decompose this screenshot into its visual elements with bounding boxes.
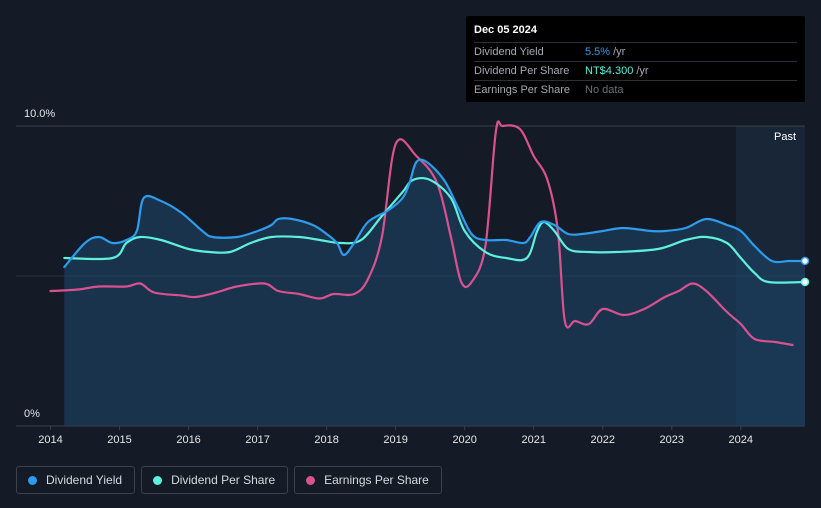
legend-label: Dividend Yield (46, 473, 123, 487)
dividend-yield-endpoint (800, 256, 810, 266)
tooltip-value: 5.5% (585, 46, 611, 58)
past-label: Past (774, 131, 797, 143)
legend-dot-icon (306, 475, 316, 485)
tooltip-label: Dividend Yield (474, 46, 544, 58)
x-tick-label: 2024 (729, 434, 753, 446)
legend-label: Dividend Per Share (171, 473, 276, 487)
x-tick-label: 2022 (591, 434, 615, 446)
legend-dividend-per-share[interactable]: Dividend Per Share (141, 466, 289, 494)
x-tick-label: 2017 (245, 434, 269, 446)
tooltip-value: No data (585, 84, 624, 96)
dividend-yield-area (64, 159, 806, 426)
tooltip-value: NT$4.300 (585, 65, 634, 77)
x-tick-label: 2021 (521, 434, 545, 446)
y-tick-label-top: 10.0% (24, 108, 56, 120)
legend-dot-icon (28, 475, 37, 485)
x-tick-label: 2015 (107, 434, 131, 446)
tooltip-unit: /yr (613, 46, 626, 58)
tooltip-row-earnings-per-share: Earnings Per Share No data (474, 80, 797, 99)
tooltip-row-dividend-yield: Dividend Yield 5.5% /yr (474, 42, 797, 61)
x-tick-label: 2018 (314, 434, 338, 446)
earnings-per-share-line (49, 120, 794, 347)
x-tick-label: 2016 (176, 434, 200, 446)
dividend-per-share-line (63, 177, 807, 284)
tooltip: Dec 05 2024 Dividend Yield 5.5% /yr Divi… (466, 16, 805, 102)
tooltip-unit: /yr (636, 65, 649, 77)
x-tick-label: 2020 (452, 434, 476, 446)
legend-dividend-yield[interactable]: Dividend Yield (16, 466, 136, 494)
tooltip-label: Earnings Per Share (474, 84, 570, 96)
legend-earnings-per-share[interactable]: Earnings Per Share (294, 466, 442, 494)
x-tick-label: 2023 (660, 434, 684, 446)
dividend-per-share-endpoint (800, 277, 810, 287)
tooltip-date: Dec 05 2024 (474, 24, 537, 36)
legend: Dividend Yield Dividend Per Share Earnin… (16, 466, 442, 494)
legend-label: Earnings Per Share (324, 473, 429, 487)
tooltip-label: Dividend Per Share (474, 65, 570, 77)
x-tick-label: 2014 (38, 434, 62, 446)
y-tick-label-bottom: 0% (24, 408, 40, 420)
dividend-yield-line (63, 158, 807, 269)
x-tick-label: 2019 (383, 434, 407, 446)
tooltip-row-dividend-per-share: Dividend Per Share NT$4.300 /yr (474, 61, 797, 80)
legend-dot-icon (153, 475, 163, 485)
